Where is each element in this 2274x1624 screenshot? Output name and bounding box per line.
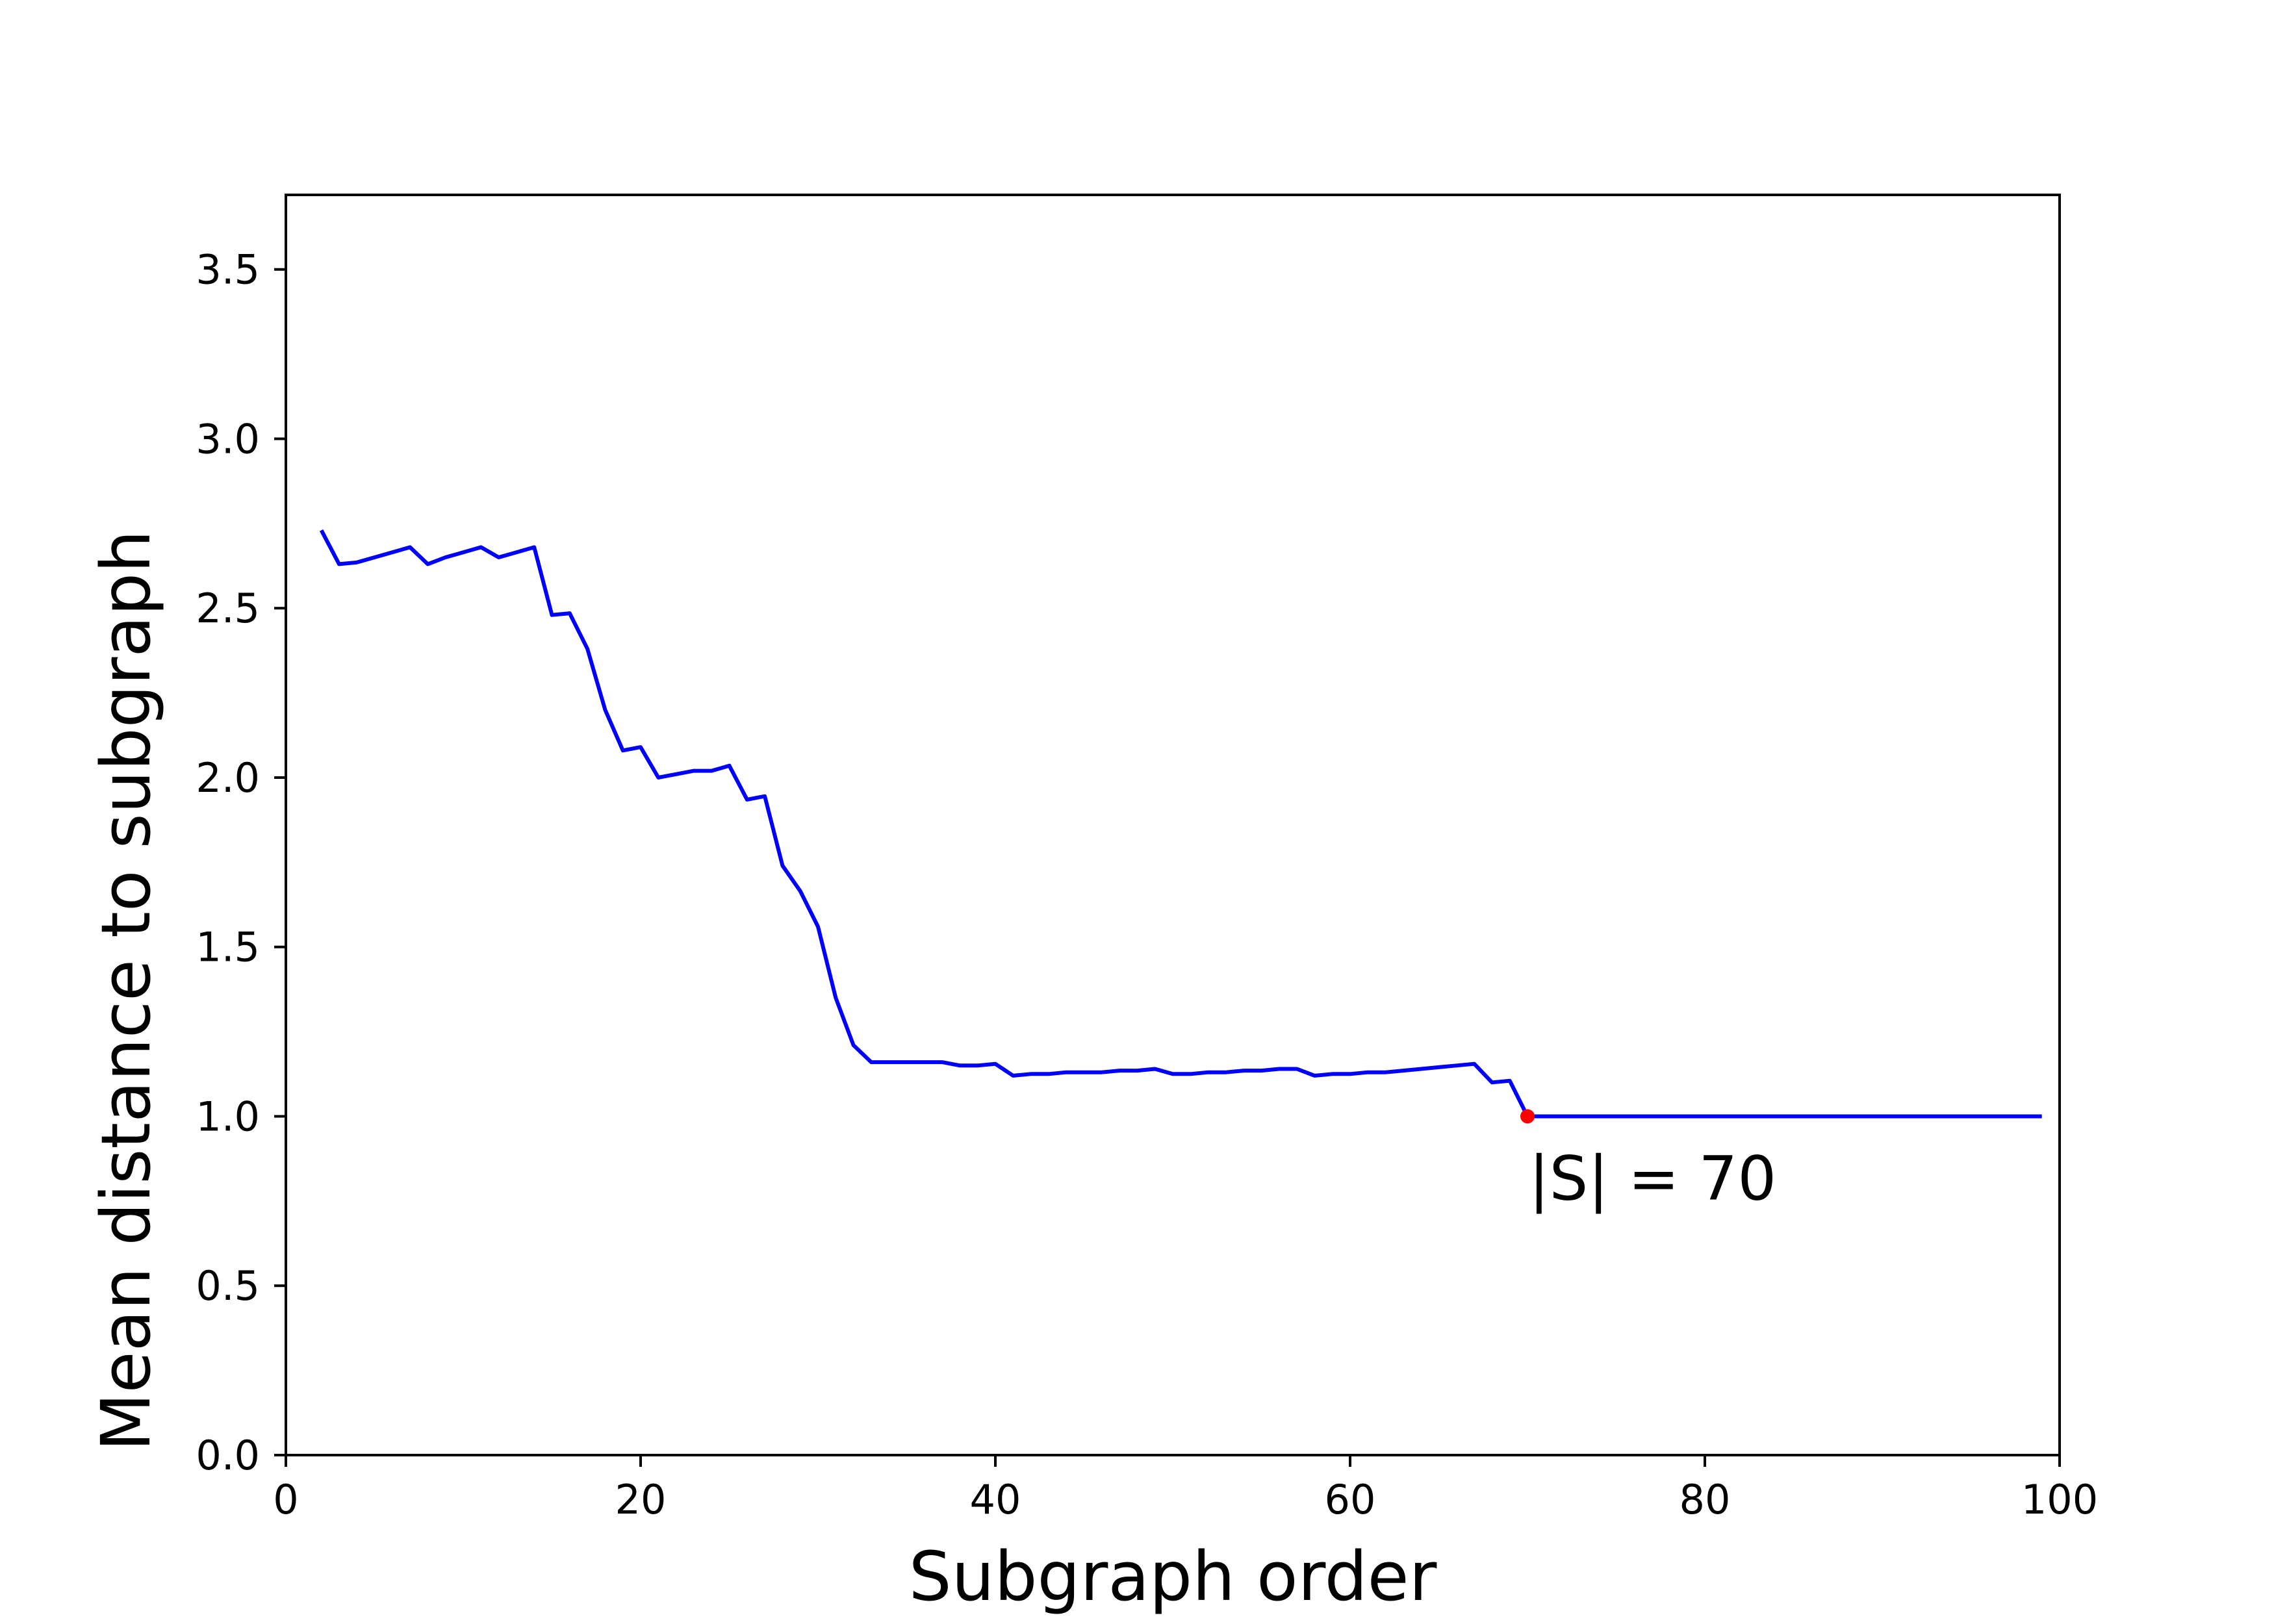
x-tick-label: 40: [970, 1476, 1021, 1523]
y-axis-title: Mean distance to subgraph: [86, 530, 166, 1451]
y-tick-label: 1.5: [196, 924, 260, 971]
y-tick-label: 2.0: [196, 754, 260, 802]
ticks: 0 20 40 60 80 100 0.0 0.5 1.0 1.5 2.0 2.5 3.0 3.5: [196, 246, 2098, 1523]
highlight-point: [1520, 1109, 1535, 1124]
y-tick-label: 3.5: [196, 246, 260, 294]
y-tick-label: 0.5: [196, 1262, 260, 1310]
annotation-label: |S| = 70: [1529, 1143, 1776, 1214]
plot-area: [319, 529, 2042, 1124]
x-axis-title: Subgraph order: [909, 1537, 1437, 1616]
x-tick-label: 20: [615, 1476, 667, 1523]
series-line: [319, 529, 2042, 1119]
y-tick-label: 3.0: [196, 415, 260, 463]
y-tick-label: 2.5: [196, 585, 260, 632]
x-tick-label: 80: [1680, 1476, 1731, 1523]
x-tick-label: 100: [2021, 1476, 2098, 1523]
y-tick-label: 0.0: [196, 1432, 260, 1479]
y-tick-label: 1.0: [196, 1093, 260, 1140]
plot-frame: [285, 194, 2061, 1456]
x-tick-label: 0: [273, 1476, 298, 1523]
x-tick-label: 60: [1325, 1476, 1376, 1523]
